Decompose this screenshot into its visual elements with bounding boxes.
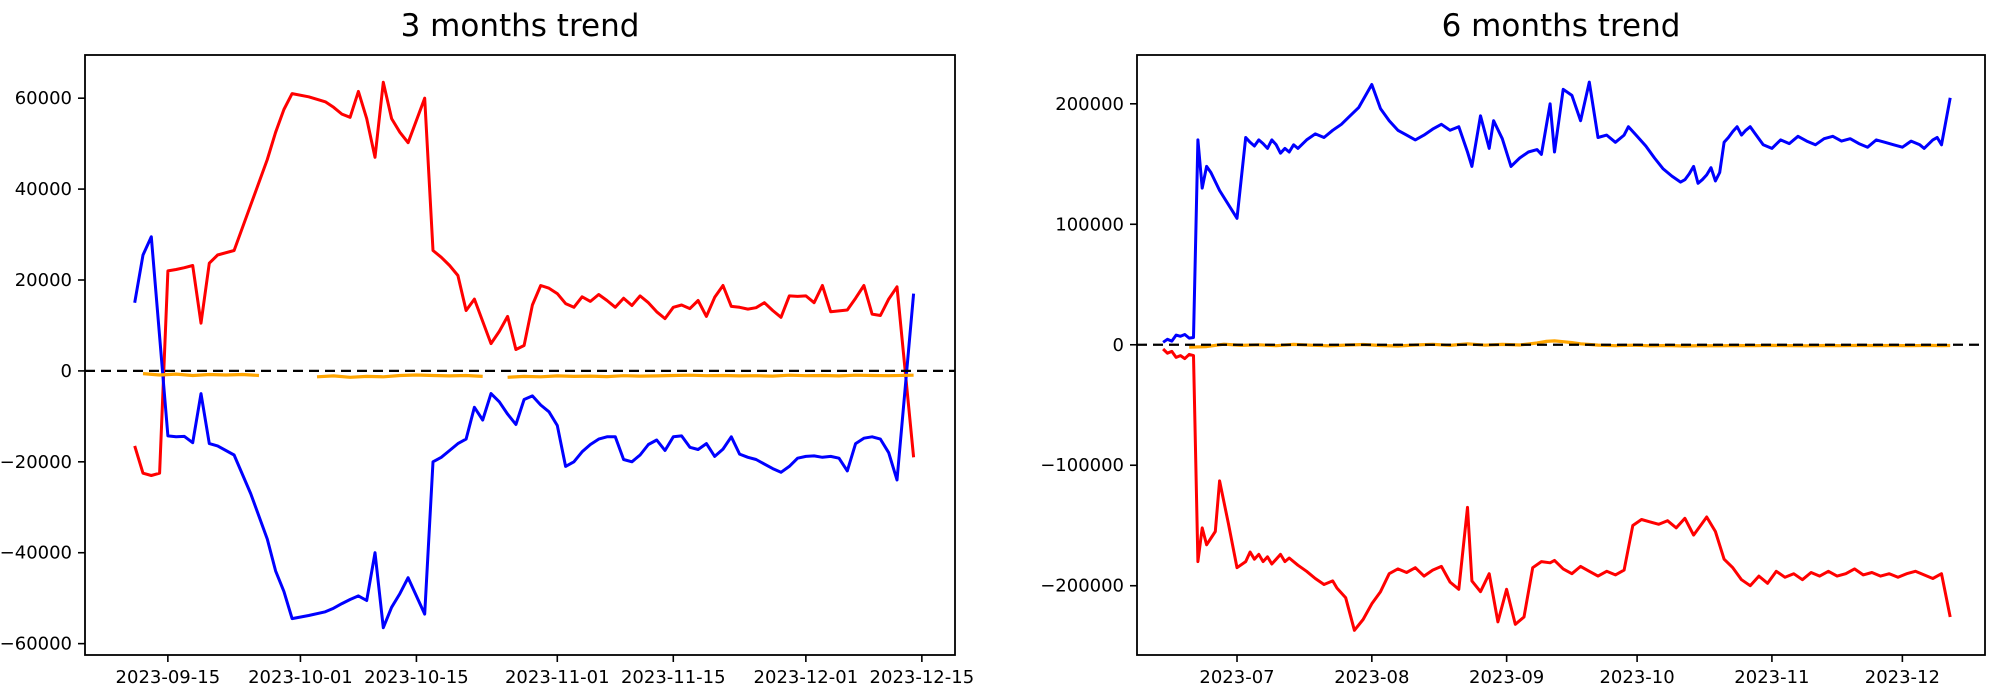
orange-series-line: [142, 372, 914, 379]
x-tick-label: 2023-10-01: [248, 667, 353, 688]
x-tick-label: 2023-09: [1469, 667, 1544, 688]
red-series-line: [1162, 347, 1952, 632]
y-tick-label: 0: [1113, 335, 1124, 356]
x-tick-label: 2023-09-15: [116, 667, 221, 688]
x-tick-label: 2023-11: [1734, 667, 1809, 688]
y-tick-label: −60000: [0, 634, 72, 655]
y-tick-label: −40000: [0, 543, 72, 564]
x-tick-label: 2023-11-01: [505, 667, 610, 688]
x-tick-label: 2023-10-15: [364, 667, 469, 688]
y-tick-label: −100000: [1040, 455, 1124, 476]
y-tick-label: 40000: [15, 179, 72, 200]
y-tick-label: 20000: [15, 270, 72, 291]
y-tick-label: −200000: [1040, 576, 1124, 597]
y-tick-label: 200000: [1055, 94, 1124, 115]
chart-0: −60000 −40000 −20000 0 20000 40000 60000 2023-0…: [0, 54, 975, 688]
axes-frame: [1136, 54, 1986, 656]
y-tick-label: −20000: [0, 452, 72, 473]
x-tick-label: 2023-12: [1865, 667, 1940, 688]
blue-series-line: [133, 235, 916, 630]
x-tick-label: 2023-08: [1334, 667, 1409, 688]
blue-series-line: [1162, 80, 1952, 344]
chart-title-3-months-trend: 3 months trend: [400, 8, 640, 44]
x-tick-label: 2023-11-15: [621, 667, 726, 688]
chart-1: −200000 −100000 0 100000 200000 2023-07 2023-0…: [1040, 54, 1986, 688]
y-tick-label: 60000: [15, 88, 72, 109]
y-tick-label: 0: [61, 361, 72, 382]
red-series-line: [133, 80, 916, 477]
x-tick-label: 2023-12-01: [754, 667, 859, 688]
y-tick-label: 100000: [1055, 214, 1124, 235]
x-tick-label: 2023-07: [1199, 667, 1274, 688]
axes-frame: [84, 54, 956, 656]
x-tick-label: 2023-10: [1599, 667, 1674, 688]
chart-title-6-months-trend: 6 months trend: [1441, 8, 1681, 44]
x-tick-label: 2023-12-15: [870, 667, 975, 688]
